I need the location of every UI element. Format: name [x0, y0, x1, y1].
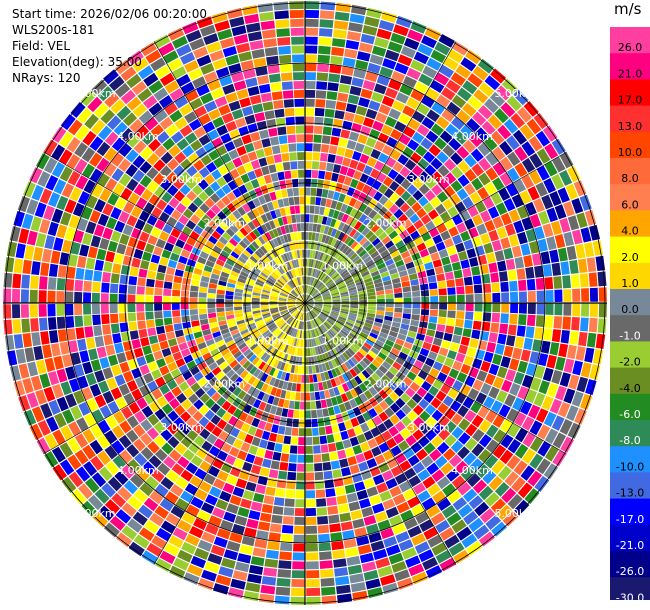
azimuth-spokes	[3, 1, 607, 605]
range-ring-label: 2.00km	[204, 378, 246, 391]
ppi-velocity-plot: 1.00km 1.00km 1.00km 1.00km 2.00km 2.00km 2.00…	[3, 1, 607, 605]
gate-group	[33, 2, 593, 585]
colorbar-tick-label: -1.0	[619, 329, 640, 342]
colorbar-swatch	[610, 577, 650, 600]
colorbar-swatch	[610, 551, 650, 578]
colorbar-swatch	[610, 341, 650, 369]
colorbar-tick-label: 6.0	[621, 198, 639, 211]
range-ring-label: 3.00km	[160, 421, 202, 434]
colorbar-tick-label: -17.0	[616, 513, 644, 526]
colorbar-tick-label: -6.0	[619, 408, 640, 421]
azimuth-spoke	[153, 41, 306, 304]
azimuth-spoke	[43, 151, 306, 304]
colorbar-tick-label: 17.0	[618, 94, 643, 107]
colorbar-tick-label: -21.0	[616, 539, 644, 552]
colorbar-swatch	[610, 184, 650, 211]
range-ring-label: 5.00km	[74, 87, 116, 100]
colorbar-tick-label: 1.0	[621, 277, 639, 290]
colorbar-swatch	[610, 158, 650, 185]
range-ring-label: 4.00km	[451, 464, 493, 477]
gate-group	[47, 10, 606, 604]
colorbar-tick-label: -8.0	[619, 434, 640, 447]
gate-group	[36, 28, 597, 599]
colorbar-swatch	[610, 79, 650, 107]
colorbar-swatch	[610, 446, 650, 473]
azimuth-spoke	[304, 41, 457, 304]
colorbar-tick-label: 26.0	[618, 41, 643, 54]
colorbar-swatch	[610, 289, 650, 316]
azimuth-spoke	[153, 302, 306, 565]
range-ring-label: 4.00km	[117, 464, 159, 477]
colorbar-swatch	[610, 367, 650, 395]
range-ring-label: 4.00km	[451, 130, 493, 143]
colorbar-tick-label: -2.0	[619, 356, 640, 369]
azimuth-spoke	[304, 302, 457, 565]
plot-info: Start time: 2026/02/06 00:20:00 WLS200s-…	[12, 6, 207, 86]
range-ring-label: 3.00km	[160, 173, 202, 186]
colorbar-tick-label: -26.0	[616, 565, 644, 578]
range-ring-label: 2.00km	[365, 378, 407, 391]
range-ring-label: 5.00km	[494, 507, 536, 520]
colorbar-tick-label: -10.0	[616, 460, 644, 473]
range-ring-label: 4.00km	[117, 130, 159, 143]
colorbar-tick-label: 4.0	[621, 225, 639, 238]
colorbar-swatch	[610, 498, 650, 526]
field-name: Field: VEL	[12, 39, 71, 53]
colorbar-swatch	[610, 131, 650, 159]
colorbar-tick-label: 10.0	[618, 146, 643, 159]
gate-group	[23, 7, 607, 605]
range-ring-label: 5.00km	[494, 87, 536, 100]
range-ring-label: 5.00km	[74, 507, 116, 520]
range-ring-labels: 1.00km 1.00km 1.00km 1.00km 2.00km 2.00km 2.00…	[74, 87, 536, 520]
colorbar-tick-label: 21.0	[618, 67, 643, 80]
colorbar-tick-label: 0.0	[621, 303, 639, 316]
range-ring-label: 3.00km	[408, 173, 450, 186]
colorbar-swatch	[610, 472, 650, 500]
gate-group	[3, 27, 583, 599]
colorbar-tick-label: 8.0	[621, 172, 639, 185]
azimuth-spoke	[43, 302, 306, 455]
velocity-gates	[3, 1, 607, 605]
colorbar-tick-label: -13.0	[616, 487, 644, 500]
colorbar-swatch	[610, 105, 650, 133]
colorbar-swatch	[610, 236, 650, 264]
colorbar-tick-label: 13.0	[618, 120, 643, 133]
colorbar-tick-label: -30.0	[616, 591, 644, 600]
colorbar-swatch	[610, 53, 650, 80]
colorbar-swatch	[610, 420, 650, 447]
colorbar-swatch	[610, 524, 650, 552]
colorbar-swatch	[610, 262, 650, 290]
range-ring-label: 1.00km	[322, 334, 364, 347]
colorbar-swatch	[610, 210, 650, 238]
gate-group	[4, 1, 584, 595]
azimuth-spoke	[304, 151, 567, 304]
start-time: Start time: 2026/02/06 00:20:00	[12, 7, 207, 21]
azimuth-spoke	[304, 302, 567, 455]
nrays: NRays: 120	[12, 71, 81, 85]
colorbar-tick-label: -4.0	[619, 382, 640, 395]
range-ring-label: 1.00km	[247, 334, 289, 347]
range-ring-label: 3.00km	[408, 421, 450, 434]
colorbar-swatch	[610, 315, 650, 342]
elevation: Elevation(deg): 35.00	[12, 55, 142, 69]
colorbar-swatch	[610, 27, 650, 54]
instrument-name: WLS200s-181	[12, 23, 95, 37]
range-ring-label: 2.00km	[204, 216, 246, 229]
colorbar-tick-label: 2.0	[621, 251, 639, 264]
colorbar-swatch	[610, 393, 650, 421]
colorbar-unit: m/s	[614, 0, 642, 18]
range-ring-label: 1.00km	[322, 260, 364, 273]
range-ring-label: 2.00km	[365, 216, 407, 229]
colorbar: 26.0 21.0 17.0 13.0 10.0 8.0 6.0 4.0 2.0 1.0 0.0 -1…	[610, 27, 650, 600]
range-ring-label: 1.00km	[247, 260, 289, 273]
